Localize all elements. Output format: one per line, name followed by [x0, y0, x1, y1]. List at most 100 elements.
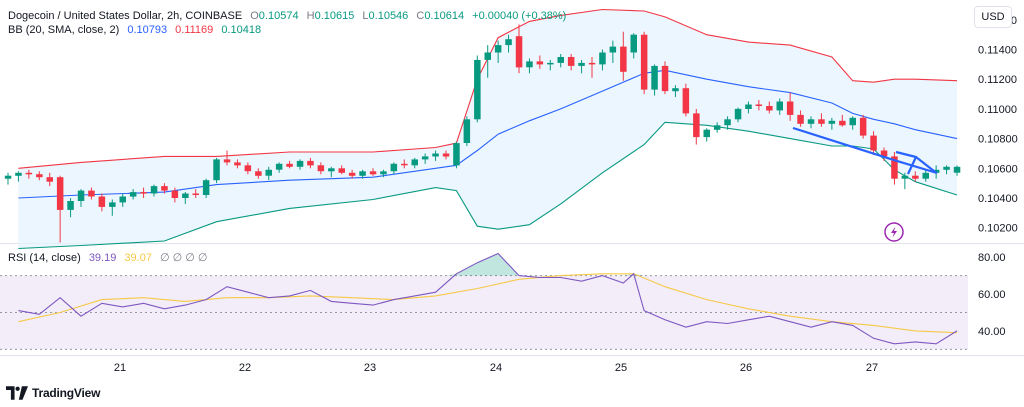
- brand-name: TradingView: [32, 386, 101, 400]
- rsi-ma-value: 39.07: [124, 252, 152, 264]
- candle-body: [776, 101, 783, 111]
- candle-body: [755, 104, 763, 106]
- candle-body: [307, 160, 314, 166]
- candle: [317, 162, 325, 175]
- candle-body: [432, 153, 439, 157]
- candle: [870, 131, 877, 155]
- candle-body: [505, 39, 512, 46]
- candle-body: [56, 177, 64, 210]
- bb-lower-value: 0.10418: [221, 24, 262, 36]
- bb-upper-line: [18, 8, 958, 169]
- candle-body: [390, 163, 398, 172]
- candle-body: [932, 169, 940, 173]
- rsi-tick-label: 80.00: [978, 252, 1006, 264]
- bb-lower-line: [18, 121, 958, 250]
- date-tick-label: 23: [364, 362, 376, 374]
- candle: [390, 162, 398, 175]
- candle-body: [359, 171, 366, 176]
- bb-upper-value: 0.11169: [175, 24, 214, 36]
- candle: [453, 141, 460, 169]
- candle: [620, 31, 627, 81]
- price-tick-label: 0.11400: [978, 45, 1017, 57]
- candle-body: [88, 190, 95, 197]
- candle: [536, 55, 544, 69]
- candle: [807, 116, 815, 129]
- candle-body: [369, 171, 377, 175]
- tradingview-logo[interactable]: TradingView: [6, 386, 100, 400]
- candle-body: [98, 196, 106, 207]
- candle: [599, 49, 606, 71]
- candle: [223, 150, 231, 166]
- price-tick-label: 0.10600: [978, 163, 1018, 175]
- candle: [578, 59, 585, 74]
- candle-body: [515, 36, 523, 68]
- candle-body: [567, 57, 575, 66]
- candle-body: [244, 165, 252, 172]
- rsi-tick-label: 60.00: [978, 289, 1006, 301]
- candle-body: [453, 143, 460, 166]
- arrow-line: [792, 126, 938, 174]
- low-value: L0.10546: [362, 10, 409, 22]
- currency-button[interactable]: USD: [974, 6, 1012, 28]
- candle: [640, 31, 648, 95]
- candle-body: [401, 163, 408, 166]
- candle: [265, 166, 272, 181]
- candle: [693, 108, 700, 145]
- candle: [328, 166, 335, 178]
- candle-body: [296, 160, 304, 167]
- candle-body: [213, 159, 220, 181]
- candle: [4, 172, 12, 185]
- candle: [88, 187, 95, 200]
- candle: [609, 40, 617, 63]
- candle: [150, 184, 158, 197]
- candle: [745, 101, 752, 114]
- rsi-legend: RSI (14, close) 39.19 39.07 ∅ ∅ ∅ ∅: [8, 251, 213, 264]
- candle-body: [880, 150, 888, 157]
- date-tick-label: 26: [740, 362, 752, 374]
- rsi-value: 39.19: [88, 252, 117, 264]
- candle-body: [463, 119, 471, 143]
- candle-body: [286, 163, 293, 167]
- open-value: O0.10574: [250, 10, 299, 22]
- candle-body: [161, 186, 168, 191]
- candle: [661, 61, 669, 95]
- candle: [567, 54, 575, 71]
- candle: [255, 168, 262, 179]
- candle-body: [348, 172, 356, 176]
- candle-body: [766, 106, 773, 111]
- candle: [46, 172, 53, 187]
- lightning-icon[interactable]: [884, 222, 904, 242]
- candle-body: [380, 171, 387, 175]
- candle-body: [651, 65, 658, 90]
- rsi-tick-label: 40.00: [978, 326, 1006, 338]
- candle-body: [922, 172, 929, 179]
- candle: [912, 171, 919, 182]
- arrow-annotation: [792, 126, 938, 175]
- candle-body: [661, 65, 669, 92]
- rsi-panel: [0, 252, 968, 350]
- candle: [140, 187, 147, 198]
- candle-body: [171, 190, 179, 198]
- candle: [213, 157, 220, 184]
- candle-body: [536, 61, 544, 65]
- candle: [348, 169, 356, 179]
- candle-body: [202, 180, 210, 195]
- candle-body: [557, 57, 564, 63]
- candle: [786, 92, 794, 121]
- candle-body: [807, 119, 815, 124]
- candle: [515, 24, 523, 74]
- candle-body: [192, 193, 199, 195]
- candle-body: [953, 166, 961, 173]
- candle: [849, 116, 856, 130]
- candle: [161, 183, 168, 194]
- candle-body: [672, 88, 679, 92]
- candle-body: [786, 101, 794, 115]
- candle: [839, 114, 846, 127]
- candle-body: [25, 172, 33, 175]
- candle-body: [620, 46, 627, 72]
- candle: [734, 107, 742, 123]
- candle-body: [317, 165, 325, 172]
- candle-body: [745, 104, 752, 109]
- candle: [713, 122, 721, 133]
